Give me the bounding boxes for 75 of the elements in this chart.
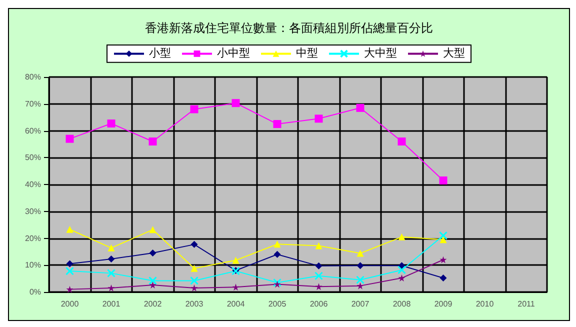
point	[148, 138, 157, 146]
point	[149, 250, 156, 257]
point	[440, 274, 447, 282]
point	[440, 256, 447, 264]
point	[232, 284, 240, 291]
point	[356, 104, 364, 112]
point	[149, 226, 156, 234]
point	[439, 176, 448, 184]
point	[356, 262, 364, 270]
x-tick-label: 2000	[60, 300, 80, 308]
legend-label: 小中型	[217, 46, 250, 60]
x-tick-label: 2001	[102, 300, 121, 308]
x-tick-label: 2011	[518, 300, 536, 308]
point	[108, 255, 115, 262]
point	[190, 284, 198, 292]
point	[274, 280, 281, 288]
point	[398, 266, 406, 274]
point	[398, 274, 406, 282]
point	[440, 236, 447, 244]
point	[108, 244, 115, 252]
point	[190, 240, 198, 248]
point	[398, 262, 406, 270]
legend-label: 中型	[296, 46, 318, 60]
y-tick-label: 60%	[24, 126, 41, 136]
point	[273, 278, 282, 287]
legend-label: 小型	[149, 46, 171, 60]
point	[315, 283, 322, 290]
point	[356, 282, 364, 290]
point	[315, 262, 322, 270]
point	[190, 276, 198, 285]
x-tick-label: 2005	[268, 300, 287, 308]
point	[398, 233, 406, 240]
y-tick-label: 50%	[24, 153, 41, 162]
y-tick-label: 20%	[24, 234, 41, 243]
point	[66, 266, 74, 276]
point	[108, 284, 115, 292]
legend-label: 大型	[443, 46, 465, 60]
point	[274, 250, 281, 258]
point	[398, 138, 406, 146]
x-tick-label: 2008	[392, 300, 412, 308]
x-tick-label: 2004	[226, 300, 246, 308]
point	[190, 105, 198, 114]
point	[190, 264, 198, 272]
x-tick-label: 2007	[351, 300, 370, 308]
point	[107, 268, 116, 278]
point	[314, 272, 323, 280]
point	[232, 99, 240, 108]
chart-title: 香港新落成住宅單位數量：各面積組別所佔總量百分比	[145, 21, 433, 35]
point	[66, 286, 74, 293]
point	[232, 256, 240, 264]
y-tick-label: 40%	[24, 180, 41, 189]
point	[66, 134, 74, 143]
point	[274, 240, 281, 248]
x-tick-label: 2002	[144, 300, 162, 308]
point	[66, 226, 74, 233]
point	[315, 242, 322, 250]
x-tick-label: 2009	[434, 300, 453, 308]
y-tick-label: 30%	[24, 206, 41, 216]
y-tick-label: 0%	[29, 288, 41, 296]
x-tick-label: 2010	[476, 300, 494, 308]
y-tick-label: 80%	[24, 72, 41, 82]
y-tick-label: 70%	[24, 99, 41, 108]
y-tick-label: 10%	[24, 260, 41, 270]
point	[148, 276, 157, 285]
point	[273, 120, 282, 128]
point	[107, 119, 116, 128]
point	[356, 276, 364, 284]
point	[439, 231, 448, 240]
point	[66, 260, 74, 268]
legend-label: 大中型	[364, 46, 397, 60]
x-tick-label: 2006	[310, 300, 328, 308]
point	[356, 250, 364, 257]
x-tick-label: 2003	[185, 300, 204, 308]
point	[314, 114, 323, 123]
point	[149, 282, 156, 289]
